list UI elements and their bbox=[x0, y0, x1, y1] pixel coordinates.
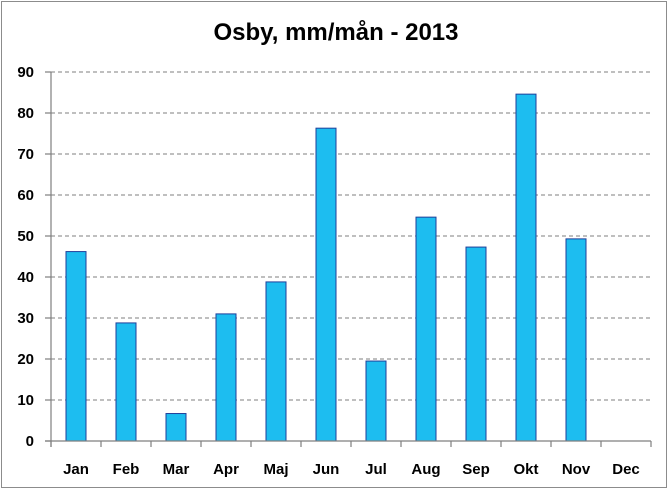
x-tick-label: Dec bbox=[612, 461, 640, 478]
bar-apr bbox=[215, 313, 237, 442]
y-tick-label: 90 bbox=[17, 64, 34, 81]
x-tick-label: Mar bbox=[163, 461, 190, 478]
y-tick-label: 50 bbox=[17, 228, 34, 245]
x-tick-label: Jul bbox=[365, 461, 387, 478]
bar-nov bbox=[565, 238, 587, 442]
x-tick-label: Jun bbox=[313, 461, 340, 478]
gridlines bbox=[51, 71, 651, 401]
x-tick-label: Jan bbox=[63, 461, 89, 478]
y-tick-label: 30 bbox=[17, 310, 34, 327]
x-tick-label: Nov bbox=[562, 461, 591, 478]
axes bbox=[45, 71, 652, 447]
y-tick-label: 0 bbox=[26, 433, 34, 450]
bars bbox=[65, 93, 587, 442]
x-tick-label: Okt bbox=[513, 461, 538, 478]
y-tick-label: 60 bbox=[17, 187, 34, 204]
bar-sep bbox=[465, 246, 487, 442]
chart-title: Osby, mm/mån - 2013 bbox=[214, 19, 459, 46]
y-tick-label: 10 bbox=[17, 392, 34, 409]
bar-jul bbox=[365, 360, 387, 442]
bar-okt bbox=[515, 93, 537, 442]
bar-jun bbox=[315, 127, 337, 442]
y-tick-label: 80 bbox=[17, 105, 34, 122]
bar-mar bbox=[165, 413, 187, 442]
x-tick-label: Feb bbox=[113, 461, 140, 478]
y-tick-label: 20 bbox=[17, 351, 34, 368]
x-tick-label: Maj bbox=[263, 461, 288, 478]
y-tick-label: 70 bbox=[17, 146, 34, 163]
x-axis-tick-labels: Jan Feb Mar Apr Maj Jun Jul Aug Sep Okt Nov Dec bbox=[63, 461, 640, 478]
x-tick-label: Aug bbox=[411, 461, 440, 478]
bar-maj bbox=[265, 281, 287, 442]
x-tick-label: Sep bbox=[462, 461, 490, 478]
bar-jan bbox=[65, 251, 87, 442]
bar-feb bbox=[115, 322, 137, 442]
bar-aug bbox=[415, 216, 437, 442]
y-tick-label: 40 bbox=[17, 269, 34, 286]
y-axis-tick-labels: 0 10 20 30 40 50 60 70 80 90 bbox=[17, 64, 34, 450]
x-tick-label: Apr bbox=[213, 461, 239, 478]
